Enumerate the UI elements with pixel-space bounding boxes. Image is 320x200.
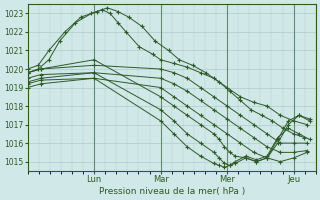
X-axis label: Pression niveau de la mer( hPa ): Pression niveau de la mer( hPa ) <box>99 187 245 196</box>
